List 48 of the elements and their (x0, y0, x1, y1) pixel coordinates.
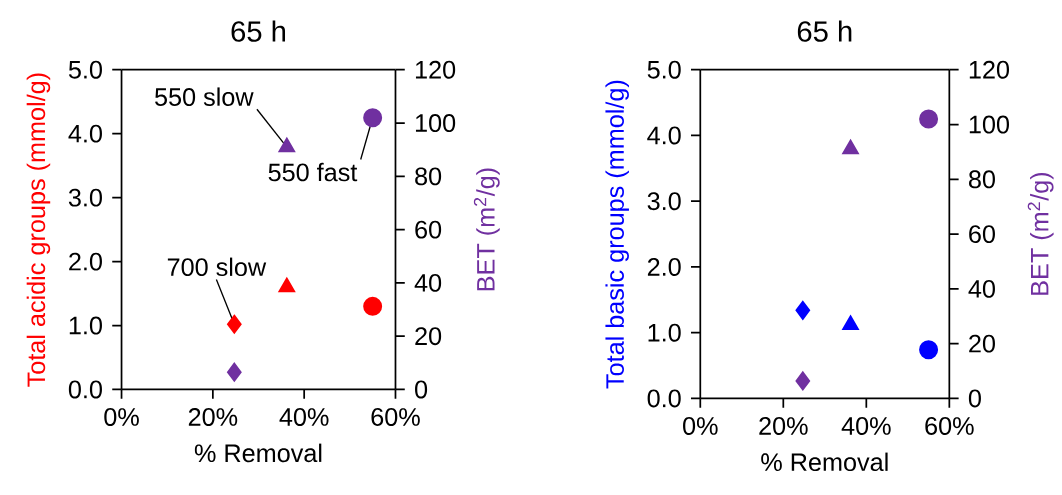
point (795, 371, 811, 391)
y2-tick-label: 0 (415, 380, 428, 399)
y2-tick-label: 40 (414, 273, 442, 292)
chart-title: 65 h (797, 20, 852, 42)
y2-tick-label: 20 (969, 334, 995, 353)
x-tick-label: 0% (683, 416, 718, 435)
y-tick-label: 3.0 (647, 192, 681, 211)
y2-tick-label: 100 (415, 114, 456, 132)
annotation: 700 slow (167, 257, 267, 277)
y-tick-label: 4.0 (68, 124, 102, 143)
y-tick-label: 0.0 (68, 380, 102, 399)
y2-tick-label: 80 (415, 167, 442, 186)
y-tick-label: 3.0 (68, 188, 102, 207)
x-tick-label: 0% (104, 408, 139, 426)
x-axis-title: % Removal (194, 443, 322, 463)
x-tick-label: 20% (759, 416, 808, 435)
x-tick-label: 60% (371, 408, 420, 426)
y2-axis-title: BET (m$^{2}$/g) (473, 168, 500, 291)
y2-tick-label: 100 (969, 115, 1010, 134)
y2-tick-label: 60 (415, 220, 442, 239)
x-axis-title: % Removal (761, 452, 888, 472)
y2-tick-label: 20 (415, 327, 442, 346)
y-tick-label: 1.0 (69, 316, 102, 335)
y-axis-title: Total acidic groups (mmol/g) (26, 73, 51, 387)
x-tick-label: 20% (188, 408, 238, 426)
annotation: 550 slow (155, 87, 254, 106)
point (842, 139, 859, 155)
x-tick-label: 40% (279, 408, 329, 426)
y2-tick-label: 60 (969, 225, 995, 243)
y-tick-label: 4.0 (647, 126, 681, 145)
chart-title: 65 h (231, 20, 286, 42)
point (919, 109, 939, 129)
y2-tick-label: 0 (968, 389, 981, 408)
x-tick-label: 60% (925, 416, 974, 435)
y2-axis-title: BET (m$^{2}$/g) (1027, 172, 1054, 295)
y-tick-label: 5.0 (647, 60, 681, 79)
y2-tick-label: 120 (969, 60, 1010, 79)
y-tick-label: 2.0 (647, 258, 681, 276)
y-tick-label: 0.0 (647, 389, 681, 408)
x-tick-label: 40% (841, 416, 891, 435)
y-tick-label: 5.0 (68, 60, 102, 79)
y2-tick-label: 120 (415, 60, 456, 79)
y-tick-label: 2.0 (69, 252, 102, 271)
annotation: 550 fast (268, 162, 358, 182)
y2-tick-label: 40 (968, 279, 995, 298)
y-axis-title: Total basic groups (mmol/g) (605, 80, 629, 389)
y2-tick-label: 80 (969, 170, 995, 189)
y-tick-label: 1.0 (648, 323, 681, 342)
